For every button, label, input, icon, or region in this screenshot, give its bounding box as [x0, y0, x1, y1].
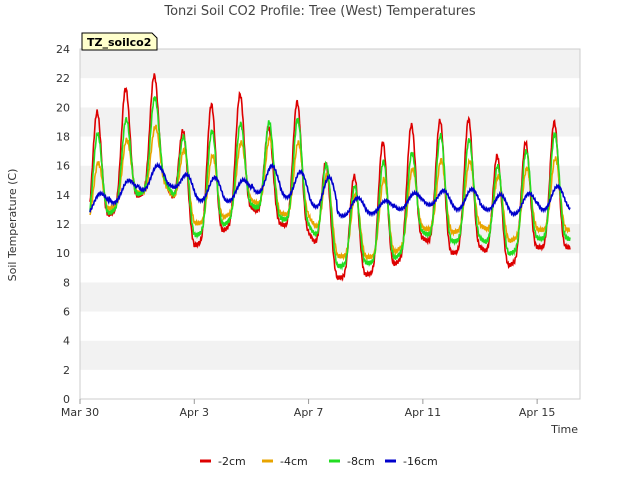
grid-band	[80, 369, 580, 399]
y-tick-label: 18	[56, 131, 70, 144]
x-tick-label: Mar 30	[61, 406, 99, 419]
legend-label: -8cm	[347, 455, 375, 468]
y-tick-label: 6	[63, 306, 70, 319]
grid-band	[80, 311, 580, 341]
y-tick-label: 0	[63, 393, 70, 406]
series-lines	[89, 73, 571, 282]
x-tick-label: Apr 15	[519, 406, 556, 419]
series-line-3	[89, 95, 571, 271]
site-tag: TZ_soilco2	[81, 32, 158, 51]
y-tick-label: 4	[63, 335, 70, 348]
site-tag-box	[81, 32, 158, 51]
series-line-4	[89, 161, 571, 219]
x-tick-label: Apr 7	[294, 406, 324, 419]
grid-band	[80, 107, 580, 137]
y-tick-label: 2	[63, 364, 70, 377]
y-tick-label: 22	[56, 72, 70, 85]
y-tick-label: 24	[56, 43, 70, 56]
grid-band	[80, 136, 580, 166]
y-tick-label: 14	[56, 189, 70, 202]
y-axis-label: Soil Temperature (C)	[6, 169, 19, 282]
site-tag-label: TZ_soilco2	[87, 36, 151, 49]
chart-title: Tonzi Soil CO2 Profile: Tree (West) Temp…	[163, 4, 476, 19]
legend-label: -16cm	[403, 455, 438, 468]
grid-band	[80, 49, 580, 79]
x-axis-label: Time	[550, 423, 578, 436]
y-tick-label: 12	[56, 218, 70, 231]
x-tick-label: Apr 11	[405, 406, 442, 419]
x-axis: Mar 30 Apr 3 Apr 7 Apr 11 Apr 15	[61, 399, 556, 419]
legend-label: -4cm	[280, 455, 308, 468]
y-tick-label: 20	[56, 101, 70, 114]
plot-frame	[79, 48, 581, 400]
grid-band	[80, 224, 580, 254]
grid-band	[80, 78, 580, 108]
grid-band	[80, 340, 580, 370]
y-tick-label: 10	[56, 247, 70, 260]
legend: -2cm -4cm -8cm -16cm	[200, 455, 438, 468]
legend-label: -2cm	[218, 455, 246, 468]
grid-band	[80, 282, 580, 312]
grid-band	[80, 253, 580, 283]
y-tick-label: 8	[63, 276, 70, 289]
y-tick-label: 16	[56, 160, 70, 173]
x-tick-label: Apr 3	[180, 406, 210, 419]
